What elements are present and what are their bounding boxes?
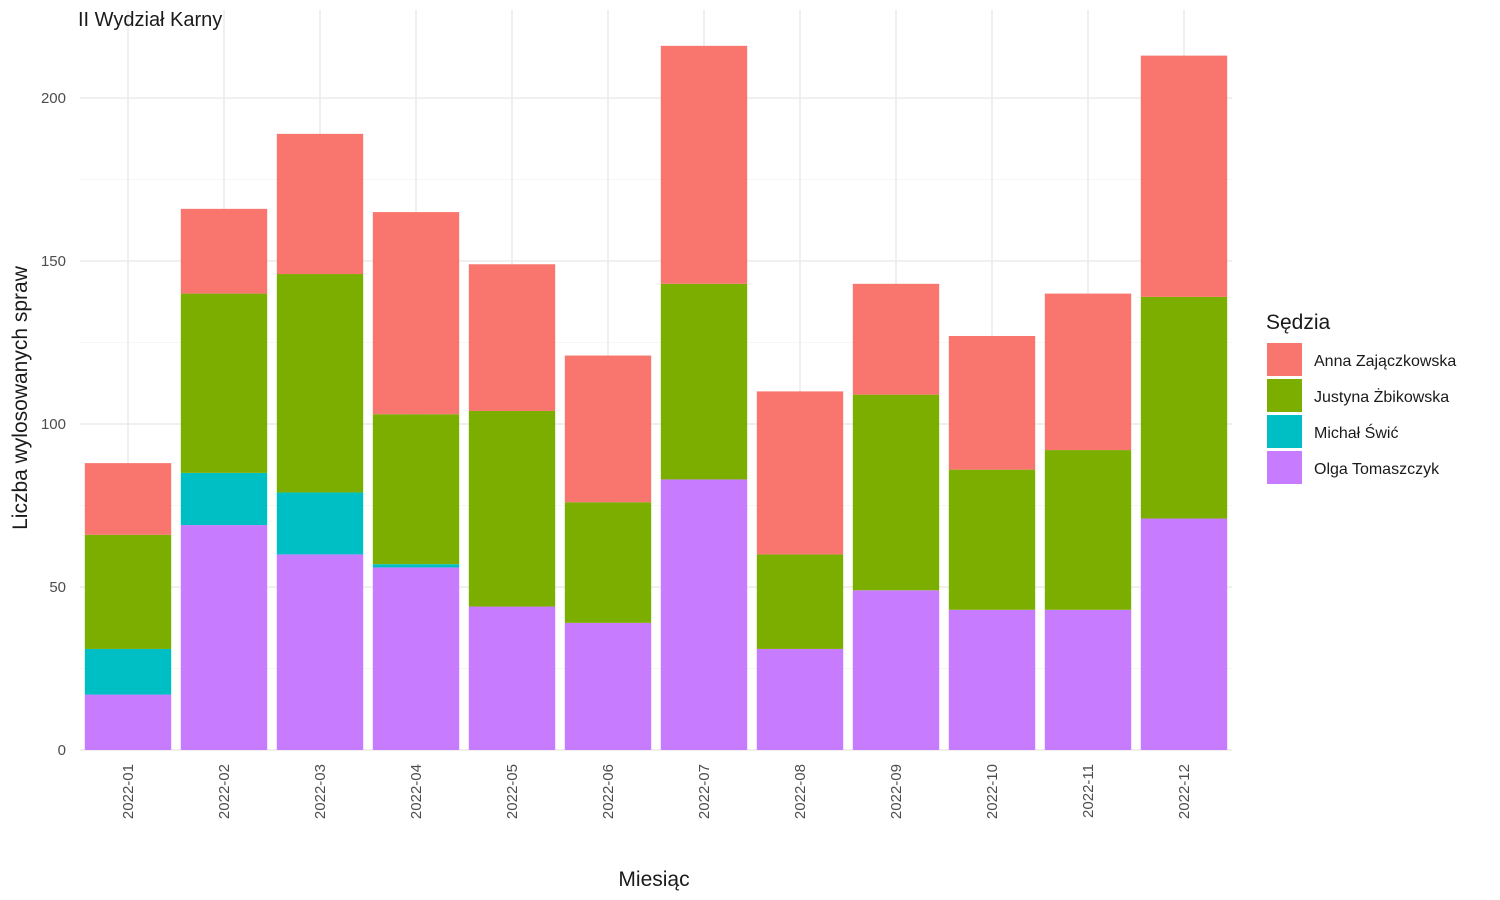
bar-segment xyxy=(852,283,940,395)
bar-segment xyxy=(1044,293,1132,451)
legend-label: Olga Tomaszczyk xyxy=(1314,461,1440,478)
x-tick-label: 2022-07 xyxy=(696,764,713,819)
chart-title: II Wydział Karny xyxy=(78,9,222,31)
bar-segment xyxy=(276,133,364,275)
bar-segment xyxy=(660,283,748,480)
legend-title: Sędzia xyxy=(1266,311,1331,334)
y-axis-ticks: 0 50 100 150 200 xyxy=(41,90,66,759)
bar-segment xyxy=(468,606,556,750)
bar-segment xyxy=(948,469,1036,610)
y-tick-label: 100 xyxy=(41,416,66,433)
x-tick-label: 2022-08 xyxy=(792,764,809,819)
x-tick-label: 2022-04 xyxy=(408,764,425,819)
bar-segment xyxy=(84,694,172,750)
bar-segment xyxy=(372,564,460,568)
legend: Sędzia Anna Zajączkowska Justyna Żbikowsk… xyxy=(1266,311,1456,484)
bar-segment xyxy=(1044,450,1132,610)
bar-segment xyxy=(948,335,1036,470)
bar-segment xyxy=(372,414,460,565)
bar-segment xyxy=(1140,518,1228,750)
x-axis-ticks: 2022-01 2022-02 2022-03 2022-04 2022-05 2022-… xyxy=(120,764,1193,819)
x-tick-label: 2022-09 xyxy=(888,764,905,819)
bar-segment xyxy=(1140,296,1228,519)
bar-segment xyxy=(852,590,940,750)
bar-segment xyxy=(180,472,268,526)
bar-segment xyxy=(852,394,940,591)
bar-segment xyxy=(756,648,844,750)
legend-swatch xyxy=(1267,415,1302,448)
x-tick-label: 2022-11 xyxy=(1080,764,1097,818)
bar-segment xyxy=(468,264,556,411)
bar-segment xyxy=(660,45,748,284)
bar-segment xyxy=(180,525,268,750)
bar-segment xyxy=(276,492,364,555)
bar-segment xyxy=(564,355,652,503)
x-axis-title: Miesiąc xyxy=(618,868,689,891)
bar-segment xyxy=(372,212,460,415)
x-tick-label: 2022-05 xyxy=(504,764,521,819)
legend-swatch xyxy=(1267,379,1302,412)
y-axis-title: Liczba wylosowanych spraw xyxy=(9,265,32,530)
x-tick-label: 2022-01 xyxy=(120,764,137,819)
legend-label: Justyna Żbikowska xyxy=(1314,387,1449,406)
y-tick-label: 50 xyxy=(49,579,66,596)
y-tick-label: 200 xyxy=(41,90,66,107)
bar-segment xyxy=(756,391,844,555)
bars xyxy=(84,45,1228,750)
bar-segment xyxy=(1140,55,1228,297)
bar-segment xyxy=(660,479,748,750)
bar-segment xyxy=(84,534,172,649)
bar-segment xyxy=(276,274,364,493)
legend-label: Anna Zajączkowska xyxy=(1314,353,1456,370)
legend-swatch xyxy=(1267,343,1302,376)
bar-segment xyxy=(468,410,556,607)
y-tick-label: 150 xyxy=(41,253,66,270)
legend-label: Michał Świć xyxy=(1314,423,1398,442)
bar-segment xyxy=(180,293,268,473)
legend-swatch xyxy=(1267,451,1302,484)
bar-segment xyxy=(84,648,172,695)
y-tick-label: 0 xyxy=(58,742,66,759)
x-tick-label: 2022-06 xyxy=(600,764,617,819)
x-tick-label: 2022-03 xyxy=(312,764,329,819)
x-tick-label: 2022-02 xyxy=(216,764,233,819)
bar-segment xyxy=(372,567,460,750)
x-tick-label: 2022-10 xyxy=(984,764,1001,819)
bar-segment xyxy=(564,502,652,623)
bar-segment xyxy=(84,463,172,535)
bar-segment xyxy=(276,554,364,750)
bar-segment xyxy=(564,622,652,750)
bar-segment xyxy=(1044,609,1132,750)
bar-segment xyxy=(756,554,844,649)
bar-segment xyxy=(180,208,268,294)
bar-segment xyxy=(948,609,1036,750)
x-tick-label: 2022-12 xyxy=(1176,764,1193,819)
